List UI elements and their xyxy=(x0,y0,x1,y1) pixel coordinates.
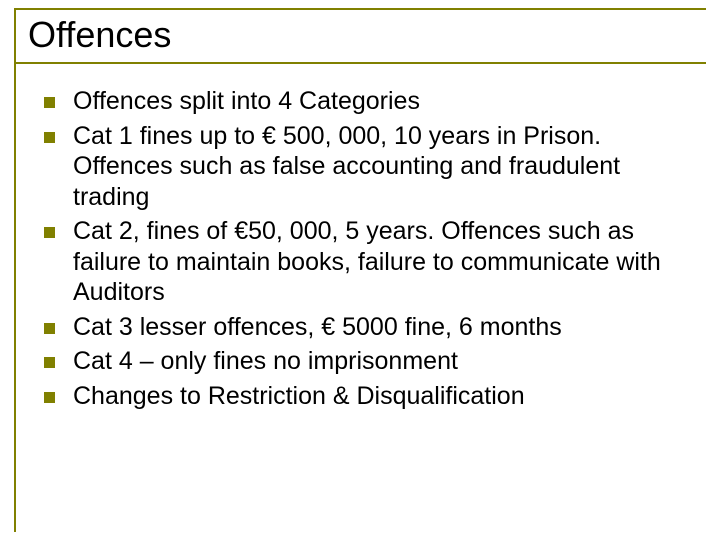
rule-under-title xyxy=(14,62,706,64)
slide-title: Offences xyxy=(28,14,177,56)
list-item: Offences split into 4 Categories xyxy=(44,86,692,117)
bullet-icon xyxy=(44,132,55,143)
bullet-text: Cat 2, fines of €50, 000, 5 years. Offen… xyxy=(73,216,692,308)
list-item: Cat 4 – only fines no imprisonment xyxy=(44,346,692,377)
list-item: Cat 1 fines up to € 500, 000, 10 years i… xyxy=(44,121,692,213)
bullet-text: Cat 1 fines up to € 500, 000, 10 years i… xyxy=(73,121,692,213)
bullet-icon xyxy=(44,392,55,403)
bullet-text: Offences split into 4 Categories xyxy=(73,86,420,117)
bullet-text: Cat 4 – only fines no imprisonment xyxy=(73,346,458,377)
rule-top xyxy=(14,8,706,10)
bullet-icon xyxy=(44,323,55,334)
bullet-icon xyxy=(44,97,55,108)
list-item: Changes to Restriction & Disqualificatio… xyxy=(44,381,692,412)
rule-left xyxy=(14,8,16,532)
list-item: Cat 3 lesser offences, € 5000 fine, 6 mo… xyxy=(44,312,692,343)
bullet-icon xyxy=(44,357,55,368)
list-item: Cat 2, fines of €50, 000, 5 years. Offen… xyxy=(44,216,692,308)
bullet-text: Cat 3 lesser offences, € 5000 fine, 6 mo… xyxy=(73,312,562,343)
slide: Offences Offences split into 4 Categorie… xyxy=(0,0,720,540)
bullet-icon xyxy=(44,227,55,238)
bullet-text: Changes to Restriction & Disqualificatio… xyxy=(73,381,525,412)
slide-body: Offences split into 4 Categories Cat 1 f… xyxy=(44,86,692,415)
